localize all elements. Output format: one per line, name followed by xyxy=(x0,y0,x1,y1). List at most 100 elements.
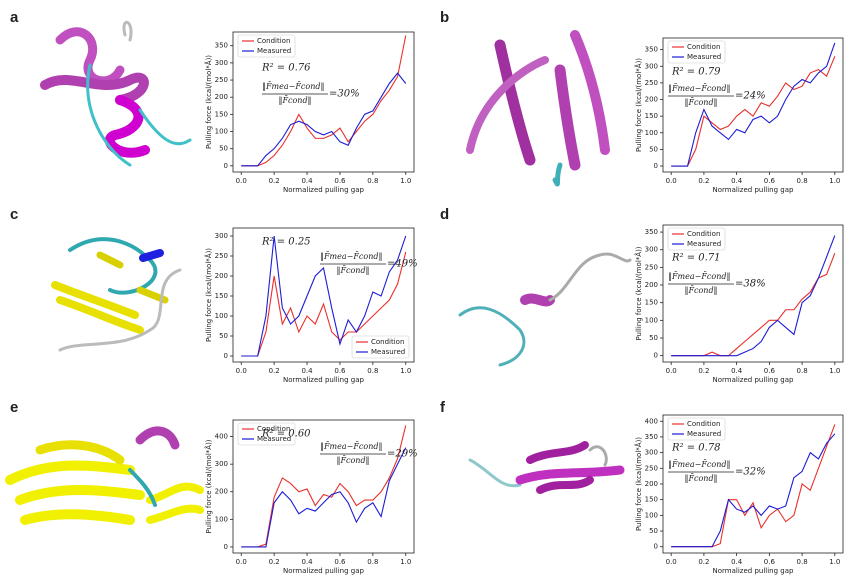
ratio-value: =24% xyxy=(735,91,766,102)
data-line xyxy=(241,235,407,357)
y-tick-label: 300 xyxy=(645,449,658,457)
x-tick-label: 0.0 xyxy=(236,558,247,566)
y-tick-label: 350 xyxy=(645,46,658,54)
plot-frame xyxy=(232,419,415,554)
panel-label: e xyxy=(10,399,18,416)
x-tick-label: 0.6 xyxy=(334,558,346,566)
r-squared: R² = 0.60 xyxy=(261,429,311,440)
x-tick-label: 0.8 xyxy=(797,367,808,375)
y-tick-label: 0 xyxy=(654,543,658,551)
y-tick-label: 350 xyxy=(215,42,228,50)
y-axis-label: Pulling force (kcal/(mol*Å)) xyxy=(204,55,213,149)
x-tick-label: 0.4 xyxy=(731,558,743,566)
y-tick-label: 0 xyxy=(224,543,228,551)
y-axis-label: Pulling force (kcal/(mol*Å)) xyxy=(204,439,213,533)
legend-label: Measured xyxy=(257,47,291,55)
x-axis-label: Normalized pulling gap xyxy=(713,567,794,575)
y-tick-label: 100 xyxy=(215,128,228,136)
y-tick-label: 250 xyxy=(215,252,228,260)
data-line xyxy=(241,35,407,167)
x-tick-label: 0.4 xyxy=(301,558,313,566)
x-tick-label: 0.2 xyxy=(269,558,280,566)
ratio-numerator: ‖F̄mea−F̄cond‖ xyxy=(668,460,730,469)
y-tick-label: 200 xyxy=(215,488,228,496)
x-tick-label: 0.8 xyxy=(367,558,378,566)
y-tick-label: 200 xyxy=(645,281,658,289)
legend-label: Measured xyxy=(257,435,291,443)
ratio-denominator: ‖F̄cond‖ xyxy=(336,266,369,275)
y-tick-label: 200 xyxy=(215,272,228,280)
protein-d xyxy=(458,252,632,367)
y-tick-label: 50 xyxy=(649,527,658,535)
x-tick-label: 0.2 xyxy=(269,177,280,185)
x-tick-label: 0.4 xyxy=(301,177,313,185)
x-tick-label: 0.4 xyxy=(301,367,313,375)
y-tick-label: 0 xyxy=(224,162,228,170)
plot-frame xyxy=(232,227,415,363)
y-axis-label: Pulling force (kcal/(mol*Å)) xyxy=(634,58,643,152)
data-line xyxy=(241,72,407,167)
y-tick-label: 100 xyxy=(645,129,658,137)
y-axis-label: Pulling force (kcal/(mol*Å)) xyxy=(634,437,643,531)
ratio-denominator: ‖F̄cond‖ xyxy=(278,96,311,105)
y-tick-label: 150 xyxy=(645,112,658,120)
protein-b xyxy=(466,30,610,187)
legend-label: Condition xyxy=(371,338,404,346)
protein-f xyxy=(468,441,625,494)
ratio-numerator: ‖F̄mea−F̄cond‖ xyxy=(262,82,324,91)
y-tick-label: 150 xyxy=(645,299,658,307)
legend-label: Condition xyxy=(257,37,290,45)
x-axis-label: Normalized pulling gap xyxy=(713,186,794,194)
y-tick-label: 200 xyxy=(215,93,228,101)
y-tick-label: 100 xyxy=(215,312,228,320)
x-tick-label: 0.8 xyxy=(797,558,808,566)
x-axis-label: Normalized pulling gap xyxy=(283,186,364,194)
protein-c xyxy=(51,237,182,352)
y-tick-label: 400 xyxy=(215,433,228,441)
ratio-value: =29% xyxy=(387,449,418,460)
x-tick-label: 0.6 xyxy=(334,367,346,375)
r-squared: R² = 0.78 xyxy=(671,443,721,454)
legend-label: Condition xyxy=(257,425,290,433)
x-tick-label: 0.0 xyxy=(666,177,677,185)
panel-label: a xyxy=(10,9,19,26)
ratio-denominator: ‖F̄cond‖ xyxy=(684,286,717,295)
x-tick-label: 1.0 xyxy=(400,367,411,375)
panel-label: b xyxy=(440,9,449,26)
ratio-value: =49% xyxy=(387,259,418,270)
ratio-denominator: ‖F̄cond‖ xyxy=(684,98,717,107)
y-axis-label: Pulling force (kcal/(mol*Å)) xyxy=(204,248,213,342)
x-tick-label: 0.4 xyxy=(731,177,743,185)
panel-label: f xyxy=(440,399,446,416)
r-squared: R² = 0.25 xyxy=(261,237,311,248)
y-tick-label: 250 xyxy=(645,79,658,87)
y-tick-label: 350 xyxy=(645,433,658,441)
y-tick-label: 50 xyxy=(219,332,228,340)
legend-label: Measured xyxy=(687,53,721,61)
y-tick-label: 50 xyxy=(649,145,658,153)
r-squared: R² = 0.71 xyxy=(671,253,721,264)
data-line xyxy=(671,253,836,357)
data-line xyxy=(671,42,836,167)
y-tick-label: 0 xyxy=(224,352,228,360)
ratio-denominator: ‖F̄cond‖ xyxy=(336,456,369,465)
y-tick-label: 200 xyxy=(645,96,658,104)
protein-e xyxy=(5,426,204,525)
x-axis-label: Normalized pulling gap xyxy=(713,376,794,384)
data-line xyxy=(671,433,836,548)
y-tick-label: 300 xyxy=(215,59,228,67)
x-axis-label: Normalized pulling gap xyxy=(283,567,364,575)
y-tick-label: 250 xyxy=(645,464,658,472)
x-tick-label: 0.8 xyxy=(797,177,808,185)
ratio-numerator: ‖F̄mea−F̄cond‖ xyxy=(668,272,730,281)
ratio-numerator: ‖F̄mea−F̄cond‖ xyxy=(668,84,730,93)
x-tick-label: 0.8 xyxy=(367,177,378,185)
y-tick-label: 300 xyxy=(215,232,228,240)
x-tick-label: 0.4 xyxy=(731,367,743,375)
legend-label: Measured xyxy=(687,430,721,438)
x-tick-label: 0.0 xyxy=(236,177,247,185)
x-tick-label: 0.6 xyxy=(764,558,776,566)
ratio-denominator: ‖F̄cond‖ xyxy=(684,474,717,483)
y-tick-label: 300 xyxy=(645,246,658,254)
